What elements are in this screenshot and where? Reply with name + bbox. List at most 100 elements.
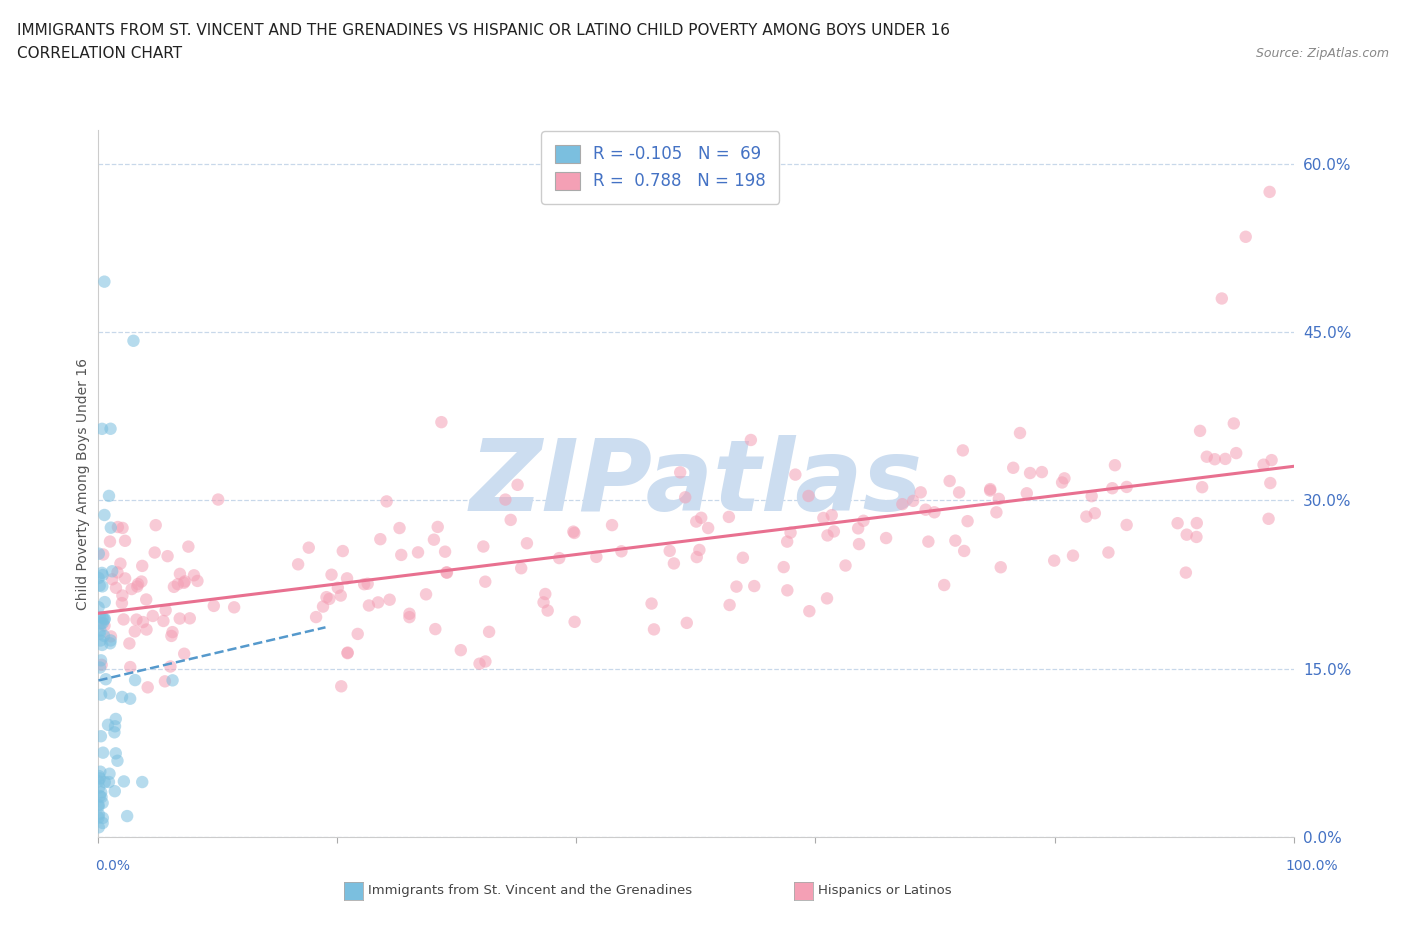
Point xyxy=(131,775,153,790)
Point xyxy=(97,717,120,732)
Point xyxy=(1043,553,1066,568)
Point xyxy=(834,558,856,573)
Point xyxy=(287,557,309,572)
Point xyxy=(100,520,122,535)
Point xyxy=(330,679,353,694)
Point xyxy=(891,497,914,512)
Point xyxy=(718,598,741,613)
Point xyxy=(1031,465,1053,480)
Point xyxy=(717,510,740,525)
Point xyxy=(356,577,378,591)
Point xyxy=(1097,545,1119,560)
Point xyxy=(89,610,111,625)
Point xyxy=(1050,475,1073,490)
Point xyxy=(474,654,496,669)
Point xyxy=(315,590,337,604)
Point xyxy=(336,645,359,660)
Point xyxy=(118,636,141,651)
Point xyxy=(423,532,446,547)
Point xyxy=(1115,480,1137,495)
Point xyxy=(93,611,115,626)
Point xyxy=(152,614,174,629)
Point xyxy=(924,505,946,520)
Point xyxy=(943,533,966,548)
Point xyxy=(332,544,354,559)
Point xyxy=(675,616,697,631)
Point xyxy=(776,534,799,549)
Point xyxy=(207,492,229,507)
Point xyxy=(776,583,799,598)
Point xyxy=(690,511,713,525)
Point xyxy=(155,603,177,618)
Point xyxy=(111,689,134,704)
Point xyxy=(785,467,807,482)
Point xyxy=(321,567,343,582)
Point xyxy=(934,578,956,592)
Point xyxy=(100,633,122,648)
Point xyxy=(107,565,129,579)
Point xyxy=(779,525,801,540)
Point xyxy=(990,560,1012,575)
Point xyxy=(114,534,136,549)
Point xyxy=(510,561,533,576)
Point xyxy=(131,558,153,573)
Point xyxy=(98,766,121,781)
Point xyxy=(1191,480,1213,495)
Point xyxy=(173,646,195,661)
Point xyxy=(91,565,114,580)
Point xyxy=(202,599,225,614)
Point xyxy=(91,795,114,810)
Point xyxy=(815,591,838,605)
Point xyxy=(425,621,447,636)
Point xyxy=(1213,451,1236,466)
Point xyxy=(1002,460,1025,475)
Point xyxy=(821,508,844,523)
Point xyxy=(91,745,114,760)
Point xyxy=(799,604,821,618)
Point xyxy=(89,771,111,786)
Point xyxy=(91,611,114,626)
Point xyxy=(1257,512,1279,526)
Point xyxy=(436,565,458,580)
Point xyxy=(91,421,114,436)
Point xyxy=(731,551,754,565)
Point xyxy=(353,577,375,591)
Point xyxy=(122,333,145,348)
Point xyxy=(124,624,146,639)
Point xyxy=(89,633,111,648)
Point xyxy=(375,494,398,509)
Point xyxy=(125,612,148,627)
Point xyxy=(312,599,335,614)
Point xyxy=(468,657,491,671)
Point xyxy=(145,518,167,533)
Point xyxy=(142,608,165,623)
Point xyxy=(1234,230,1257,245)
Point xyxy=(367,595,389,610)
Point xyxy=(817,528,839,543)
Point xyxy=(1258,184,1281,199)
Point xyxy=(111,588,134,603)
Point xyxy=(90,687,112,702)
Point xyxy=(87,780,110,795)
Point xyxy=(415,587,437,602)
Point xyxy=(143,545,166,560)
Point xyxy=(98,534,121,549)
Point xyxy=(494,492,516,507)
Text: Hispanics or Latinos: Hispanics or Latinos xyxy=(818,884,952,897)
Point xyxy=(136,680,159,695)
Text: IMMIGRANTS FROM ST. VINCENT AND THE GRENADINES VS HISPANIC OR LATINO CHILD POVER: IMMIGRANTS FROM ST. VINCENT AND THE GREN… xyxy=(17,23,950,38)
Point xyxy=(1115,517,1137,532)
Point xyxy=(169,566,191,581)
Point xyxy=(336,645,359,660)
Point xyxy=(183,568,205,583)
Point xyxy=(1260,453,1282,468)
Text: ZIPatlas: ZIPatlas xyxy=(470,435,922,532)
Point xyxy=(120,691,142,706)
Point xyxy=(98,488,121,503)
Point xyxy=(1076,509,1098,524)
Point xyxy=(87,820,110,835)
Point xyxy=(87,799,110,814)
Point xyxy=(506,477,529,492)
Point xyxy=(124,672,146,687)
Text: Immigrants from St. Vincent and the Grenadines: Immigrants from St. Vincent and the Gren… xyxy=(368,884,693,897)
